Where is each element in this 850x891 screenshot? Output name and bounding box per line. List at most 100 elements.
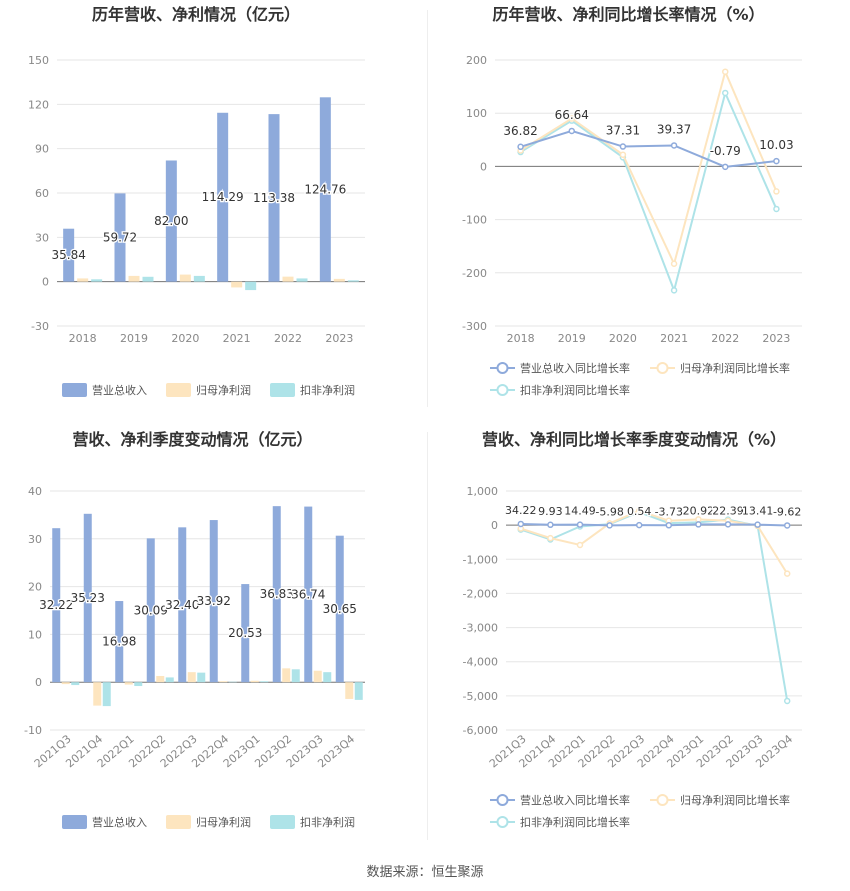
y-tick-label: 20 xyxy=(28,581,42,594)
data-point xyxy=(783,697,791,705)
x-tick-label: 2020 xyxy=(171,332,199,345)
data-label: 39.37 xyxy=(657,122,691,136)
x-tick-label: 2022 xyxy=(274,332,302,345)
data-point xyxy=(773,188,780,195)
bar-net-profit xyxy=(333,278,345,282)
bar-revenue xyxy=(304,506,313,683)
data-label: 14.49 xyxy=(564,505,596,518)
data-point xyxy=(670,142,678,149)
data-label: -3.73 xyxy=(655,505,683,518)
y-tick-label: 30 xyxy=(35,231,49,244)
data-point xyxy=(576,541,584,549)
bar-deducted-profit xyxy=(260,681,269,683)
data-point xyxy=(754,521,761,528)
bar-net-profit xyxy=(93,682,102,706)
bar-net-profit xyxy=(313,670,322,683)
legend-label: 归母净利润 xyxy=(196,815,251,829)
data-point xyxy=(517,143,524,151)
x-tick-label: 2019 xyxy=(558,332,586,345)
chart-quarterly-revenue-profit: 营收、净利季度变动情况（亿元） -10 0 10 20 30 40 32.22 35.23 16.… xyxy=(0,425,425,850)
x-tick-label: 2018 xyxy=(69,332,97,345)
data-label: -9.62 xyxy=(773,505,801,518)
bar-net-profit xyxy=(156,675,165,683)
legend-marker xyxy=(496,794,509,806)
legend-swatch xyxy=(270,815,295,829)
y-tick-label: -200 xyxy=(462,267,487,280)
bar-net-profit xyxy=(187,672,196,683)
data-label: 30.09 xyxy=(134,603,168,617)
chart-annual-revenue-profit-svg: 历年营收、净利情况（亿元） -30 0 30 60 90 120 150 35.84 59.72 8… xyxy=(28,5,365,397)
legend-marker xyxy=(496,816,509,828)
bar-revenue xyxy=(115,601,124,683)
bar-deducted-profit xyxy=(228,681,237,683)
y-tick-label: -3,000 xyxy=(463,622,498,635)
bar-deducted-profit xyxy=(142,276,154,282)
legend-swatch xyxy=(166,383,191,397)
x-tick-label: 2021 xyxy=(223,332,251,345)
y-tick-label: -5,000 xyxy=(463,690,498,703)
legend-label: 营业总收入 xyxy=(92,383,147,397)
data-label: 22.39 xyxy=(712,504,744,517)
data-point xyxy=(722,89,729,97)
data-label: 37.31 xyxy=(606,124,640,138)
bar-revenue xyxy=(209,520,218,683)
legend-label: 营业总收入 xyxy=(92,815,147,829)
data-point xyxy=(619,143,627,150)
panel-divider-top xyxy=(427,10,428,407)
data-point xyxy=(722,163,729,171)
bar-net-profit xyxy=(124,682,133,685)
data-label: 124.76 xyxy=(304,182,346,196)
y-tick-label: 0 xyxy=(480,160,487,173)
series-line-deducted-profit-growth xyxy=(520,89,778,294)
bar-revenue xyxy=(272,506,281,683)
series-line-net-profit-growth xyxy=(520,68,778,267)
data-point xyxy=(547,521,554,529)
y-tick-label: 1,000 xyxy=(467,485,499,498)
y-tick-label: 0 xyxy=(491,519,498,532)
legend-swatch xyxy=(62,383,87,397)
data-point xyxy=(635,521,643,529)
chart-annual-growth-rate: 历年营收、净利同比增长率情况（%） -300 -200 -100 0 100 200 36.8… xyxy=(428,0,850,410)
bar-revenue xyxy=(178,527,187,683)
data-point xyxy=(517,520,525,528)
data-label: 66.64 xyxy=(555,108,589,122)
y-tick-label: -6,000 xyxy=(463,724,498,737)
bar-revenue xyxy=(83,513,92,683)
data-point xyxy=(695,516,702,523)
bar-net-profit xyxy=(345,682,354,699)
bar-deducted-profit xyxy=(165,677,174,683)
y-tick-label: 200 xyxy=(466,54,487,67)
bar-net-profit xyxy=(179,274,191,282)
x-tick-label: 2021 xyxy=(660,332,688,345)
data-label: 114.29 xyxy=(202,190,244,204)
bar-deducted-profit xyxy=(245,281,257,291)
bar-deducted-profit xyxy=(71,682,80,686)
data-label: 35.84 xyxy=(51,248,85,262)
y-tick-label: 0 xyxy=(42,276,49,289)
bar-deducted-profit xyxy=(102,682,111,707)
y-tick-label: 10 xyxy=(28,628,42,641)
series-line-revenue-growth xyxy=(520,129,777,168)
legend-label: 扣非净利润 xyxy=(300,383,355,397)
bar-net-profit xyxy=(128,275,140,282)
x-tick-label: 2023 xyxy=(325,332,353,345)
legend-marker xyxy=(496,384,509,396)
y-tick-label: 120 xyxy=(28,98,49,111)
y-tick-label: 60 xyxy=(35,187,49,200)
bar-revenue xyxy=(63,228,75,282)
bar-net-profit xyxy=(282,276,294,282)
x-tick-label: 2018 xyxy=(507,332,535,345)
data-point xyxy=(670,260,678,268)
y-tick-label: 100 xyxy=(466,107,487,120)
data-source-note: 数据来源：恒生聚源 xyxy=(366,865,484,880)
data-label: -5.98 xyxy=(595,505,623,518)
y-tick-label: -4,000 xyxy=(463,656,498,669)
data-point xyxy=(547,534,554,542)
data-point xyxy=(619,151,627,158)
data-point xyxy=(722,68,729,75)
y-tick-label: -300 xyxy=(462,320,487,333)
legend-label: 扣非净利润同比增长率 xyxy=(520,383,630,397)
data-point xyxy=(783,522,791,529)
data-label: 36.82 xyxy=(503,124,537,138)
